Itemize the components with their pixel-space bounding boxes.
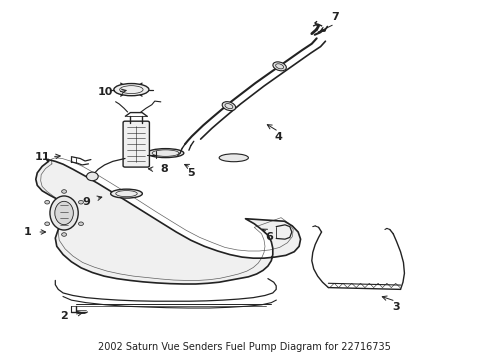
- Text: 11: 11: [34, 152, 50, 162]
- Text: 3: 3: [391, 302, 399, 312]
- Circle shape: [79, 201, 83, 204]
- Ellipse shape: [222, 102, 235, 111]
- Text: 7: 7: [330, 12, 338, 22]
- Text: 10: 10: [98, 87, 113, 97]
- Text: 2: 2: [60, 311, 68, 321]
- Ellipse shape: [272, 62, 286, 71]
- Polygon shape: [36, 160, 300, 284]
- Ellipse shape: [50, 196, 78, 230]
- FancyBboxPatch shape: [123, 121, 149, 167]
- Text: 6: 6: [264, 232, 272, 242]
- Text: 5: 5: [187, 168, 194, 178]
- Polygon shape: [184, 39, 325, 144]
- Text: 2002 Saturn Vue Senders Fuel Pump Diagram for 22716735: 2002 Saturn Vue Senders Fuel Pump Diagra…: [98, 342, 390, 352]
- Circle shape: [86, 172, 98, 181]
- Circle shape: [61, 233, 66, 236]
- Ellipse shape: [55, 201, 73, 225]
- Text: 4: 4: [274, 132, 282, 142]
- Ellipse shape: [114, 84, 149, 96]
- Ellipse shape: [110, 189, 142, 198]
- Text: 8: 8: [160, 164, 167, 174]
- Ellipse shape: [147, 149, 183, 158]
- Ellipse shape: [219, 154, 248, 162]
- Circle shape: [61, 190, 66, 193]
- Circle shape: [45, 201, 49, 204]
- Circle shape: [79, 222, 83, 226]
- Text: 9: 9: [82, 197, 90, 207]
- Circle shape: [45, 222, 49, 226]
- Text: 1: 1: [23, 227, 31, 237]
